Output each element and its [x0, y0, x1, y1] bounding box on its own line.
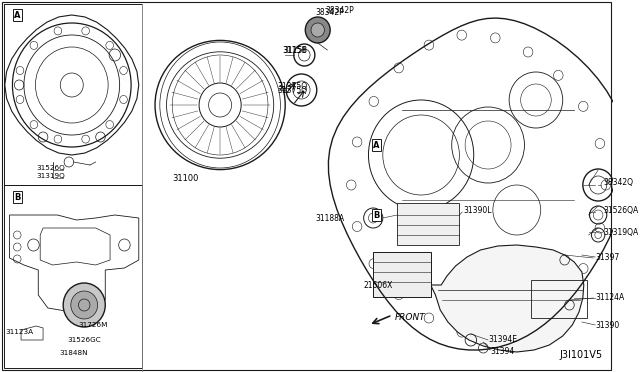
- Polygon shape: [431, 245, 584, 352]
- Circle shape: [63, 283, 105, 327]
- Text: 31100: 31100: [172, 173, 199, 183]
- Text: 31375Q: 31375Q: [278, 86, 308, 94]
- Text: 31394E: 31394E: [488, 336, 517, 344]
- Bar: [531, 280, 587, 318]
- Bar: [4, 185, 141, 368]
- Text: 31188A: 31188A: [316, 214, 344, 222]
- Text: 31726M: 31726M: [79, 322, 108, 328]
- Text: 31319Q: 31319Q: [36, 173, 65, 179]
- Text: A: A: [373, 141, 380, 150]
- Text: 31158: 31158: [284, 45, 307, 55]
- Text: 38342Q: 38342Q: [603, 177, 633, 186]
- Bar: [373, 252, 431, 297]
- Circle shape: [311, 23, 324, 37]
- Text: B: B: [14, 192, 20, 202]
- Circle shape: [305, 17, 330, 43]
- Text: 31526GC: 31526GC: [67, 337, 100, 343]
- Text: J3I101V5: J3I101V5: [560, 350, 603, 360]
- Text: 38342P: 38342P: [325, 6, 354, 15]
- Circle shape: [71, 291, 98, 319]
- Text: A: A: [14, 10, 20, 19]
- Bar: [397, 203, 460, 245]
- Text: 31390: 31390: [595, 321, 620, 330]
- Text: 21606X: 21606X: [364, 280, 393, 289]
- Text: 31397: 31397: [595, 253, 620, 262]
- Text: 31526QA: 31526QA: [603, 205, 638, 215]
- Text: 31124A: 31124A: [595, 294, 625, 302]
- Text: 31123A: 31123A: [6, 329, 34, 335]
- Text: B: B: [373, 211, 380, 219]
- Text: 31390L: 31390L: [463, 205, 492, 215]
- Text: 31319QA: 31319QA: [603, 228, 638, 237]
- Text: 31526Q: 31526Q: [36, 165, 65, 171]
- Text: 31848N: 31848N: [60, 350, 88, 356]
- Text: 38342P: 38342P: [316, 7, 344, 16]
- Text: 31394: 31394: [490, 347, 515, 356]
- Text: 31375Q: 31375Q: [278, 81, 308, 90]
- Bar: [4, 4, 141, 185]
- Text: 31158: 31158: [282, 45, 307, 55]
- Text: FRONT: FRONT: [394, 314, 425, 323]
